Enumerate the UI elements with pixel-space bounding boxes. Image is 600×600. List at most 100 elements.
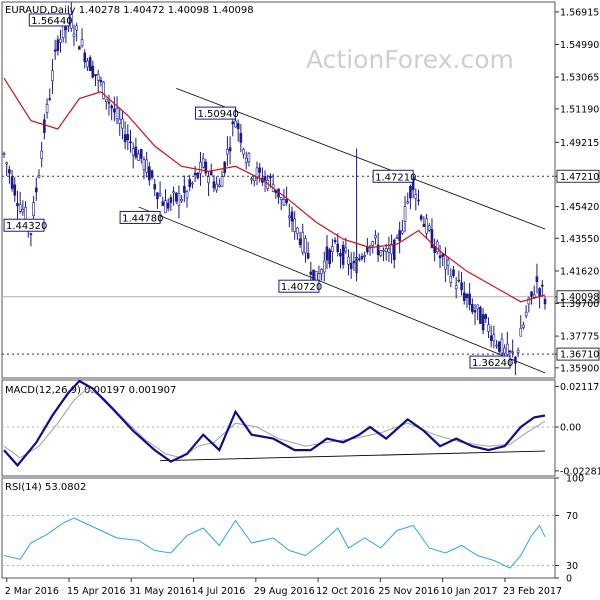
candle-body	[492, 334, 496, 342]
candle-body	[180, 199, 183, 202]
candle-body	[21, 209, 25, 213]
macd-tick-label: 0.021171	[560, 382, 600, 393]
candle-body	[282, 199, 286, 206]
candle-body	[145, 159, 148, 173]
annotation-box	[3, 218, 45, 232]
candle-body	[29, 233, 33, 235]
annotation-label: 1.47210	[375, 172, 416, 183]
candle-body	[8, 169, 11, 174]
candle-body	[352, 260, 356, 264]
candle-body	[244, 157, 248, 163]
rsi-tick-label: 0	[566, 574, 572, 585]
candle-body	[481, 314, 485, 331]
rsi-tick-label: 100	[566, 474, 584, 485]
candle-body	[86, 60, 89, 68]
candle-body	[288, 215, 291, 219]
candle-body	[18, 204, 22, 212]
candle-body	[398, 230, 401, 242]
price-tick-label: 1.35900	[560, 363, 599, 374]
price-y-axis: 1.56915 1.54990 1.53065 1.51190 1.49215 1.472…	[555, 7, 600, 374]
candle-body	[53, 49, 57, 52]
candle-body	[40, 150, 43, 159]
date-tick-label: 10 Jan 2017	[441, 586, 498, 597]
date-tick-label: 12 Oct 2016	[316, 586, 375, 597]
candle-body	[449, 275, 453, 283]
candle-body	[199, 161, 202, 174]
candle-body	[201, 158, 205, 168]
candle-body	[104, 98, 108, 102]
candle-body	[382, 249, 385, 252]
candle-body	[204, 161, 208, 174]
annotation-label: 1.56440	[31, 16, 72, 27]
candle-body	[148, 166, 151, 181]
candle-body	[462, 292, 466, 301]
candle-body	[296, 227, 299, 235]
candle-body	[123, 134, 127, 143]
candle-body	[441, 253, 445, 257]
candle-body	[16, 203, 19, 207]
candle-body	[59, 38, 62, 43]
candle-body	[137, 153, 140, 161]
candle-body	[139, 149, 143, 159]
annotation-box	[372, 169, 414, 183]
candle-body	[285, 198, 288, 203]
candle-body	[80, 39, 84, 46]
macd-tick-label: 0.00	[560, 423, 581, 434]
candle-body	[121, 118, 124, 129]
candle-body	[535, 276, 539, 282]
candle-body	[438, 255, 442, 259]
rsi-level-lines	[2, 515, 555, 566]
candle-body	[279, 197, 283, 200]
candle-body	[250, 178, 253, 181]
candle-body	[457, 279, 461, 282]
candle-body	[166, 202, 170, 209]
candle-body	[476, 304, 480, 310]
candle-body	[2, 152, 6, 155]
candle-body	[460, 282, 463, 291]
candle-body	[371, 241, 375, 246]
macd-y-axis: 0.021171 0.00 -0.022814	[555, 382, 600, 477]
candle-body	[336, 243, 340, 253]
candle-body	[223, 161, 227, 174]
price-tick-label: 1.45420	[560, 202, 599, 213]
candle-body	[430, 229, 434, 248]
date-tick-label: 15 Apr 2016	[67, 586, 126, 597]
candle-body	[107, 101, 111, 104]
candle-body	[500, 338, 504, 354]
date-tick-label: 2 Mar 2016	[5, 586, 59, 597]
candle-body	[290, 211, 294, 222]
candle-body	[207, 176, 210, 184]
candle-body	[236, 123, 240, 130]
candle-body	[298, 238, 302, 245]
price-panel-frame	[1, 1, 556, 379]
candle-body	[427, 225, 431, 231]
annotation-box	[28, 13, 70, 27]
candle-body	[156, 192, 159, 200]
price-tick-label: 1.41620	[560, 266, 599, 277]
annotation-label: 1.36240	[472, 358, 513, 369]
candle-body	[379, 250, 383, 256]
macd-panel-frame	[1, 379, 556, 477]
candle-body	[390, 243, 393, 255]
annotation-label: 1.50940	[197, 109, 238, 120]
candle-body	[471, 304, 474, 313]
channel-line	[176, 88, 546, 230]
date-tick-label: 31 May 2016	[129, 586, 191, 597]
candle-body	[301, 231, 305, 253]
candle-body	[83, 52, 87, 63]
candle-body	[161, 201, 165, 206]
candle-body	[37, 174, 41, 178]
candle-body	[495, 344, 498, 347]
candle-body	[366, 246, 369, 253]
candle-body	[489, 335, 493, 341]
candle-body	[487, 324, 490, 332]
candle-body	[72, 33, 76, 38]
price-level-box	[556, 290, 600, 304]
candle-body	[177, 192, 181, 206]
candle-body	[94, 74, 97, 77]
candle-body	[196, 172, 200, 178]
candle-body	[401, 230, 404, 234]
candle-body	[360, 256, 364, 259]
channel-trendlines	[138, 88, 546, 374]
candle-body	[532, 294, 536, 298]
